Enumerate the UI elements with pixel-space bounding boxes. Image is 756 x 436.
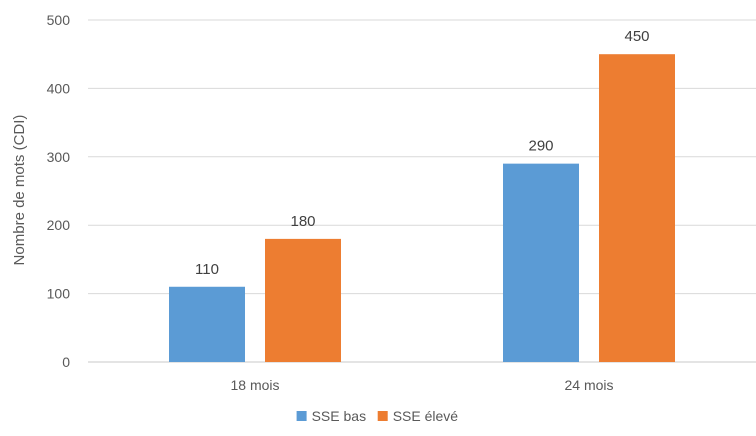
legend-swatch-0 xyxy=(296,411,307,421)
y-tick-label: 200 xyxy=(47,217,71,233)
bar-0-0 xyxy=(169,286,245,362)
y-axis-ticks: 0 100 200 300 400 500 xyxy=(47,12,71,370)
bar-1-1 xyxy=(599,54,675,362)
data-label: 290 xyxy=(528,138,553,155)
y-tick-label: 0 xyxy=(62,354,70,370)
legend-swatch-1 xyxy=(377,411,388,421)
y-tick-label: 100 xyxy=(47,286,71,302)
data-label: 110 xyxy=(195,261,219,278)
data-label: 450 xyxy=(624,28,649,45)
legend-label: SSE bas xyxy=(312,408,366,424)
bar-0-1 xyxy=(503,163,579,362)
data-labels: 110 180 290 450 xyxy=(195,28,649,278)
x-axis-ticks: 18 mois 24 mois xyxy=(230,377,613,393)
x-tick-label: 18 mois xyxy=(230,377,279,393)
x-tick-label: 24 mois xyxy=(564,377,613,393)
legend: SSE bas SSE élevé xyxy=(296,408,459,424)
legend-label: SSE élevé xyxy=(393,408,459,424)
bars xyxy=(169,54,675,362)
y-tick-label: 300 xyxy=(47,149,71,165)
bar-1-0 xyxy=(265,238,341,362)
data-label: 180 xyxy=(290,213,315,230)
y-axis-title: Nombre de mots (CDI) xyxy=(11,115,28,266)
y-tick-label: 400 xyxy=(47,80,71,96)
y-tick-label: 500 xyxy=(47,12,71,28)
